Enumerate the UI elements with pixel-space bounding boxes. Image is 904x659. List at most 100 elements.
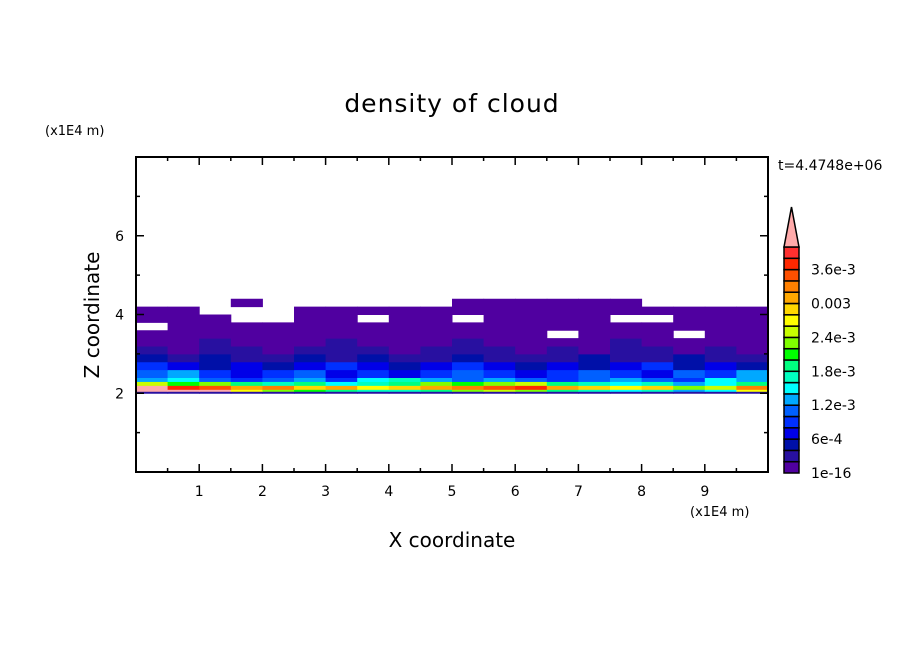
- heatmap-cell: [515, 385, 548, 390]
- heatmap-cell: [578, 346, 611, 355]
- heatmap-cell: [136, 369, 169, 378]
- heatmap-cell: [515, 389, 548, 392]
- heatmap-cell: [357, 346, 390, 355]
- heatmap-cell: [546, 381, 579, 386]
- colorbar-swatch: [783, 427, 800, 440]
- heatmap-cell: [325, 389, 358, 392]
- heatmap-cell: [704, 322, 737, 331]
- heatmap-cell: [325, 391, 358, 394]
- heatmap-cell: [515, 330, 548, 339]
- heatmap-cell: [420, 330, 453, 339]
- colorbar-overflow-triangle: [783, 206, 800, 248]
- x-tick-label: 2: [258, 484, 267, 500]
- heatmap-cell: [546, 314, 579, 323]
- heatmap-cell: [673, 381, 706, 386]
- colorbar-swatch: [783, 325, 800, 339]
- heatmap-cell: [388, 391, 421, 394]
- heatmap-cell: [610, 322, 643, 331]
- heatmap-cell: [578, 391, 611, 394]
- colorbar-swatch: [783, 449, 800, 463]
- heatmap-cell: [515, 353, 548, 363]
- heatmap-cell: [546, 306, 579, 315]
- y-tick-label: 6: [115, 229, 124, 245]
- heatmap-cell: [262, 353, 295, 363]
- heatmap-cell: [199, 314, 232, 323]
- heatmap-cell: [294, 346, 327, 355]
- y-tick-label: 2: [115, 386, 124, 402]
- heatmap-cell: [673, 389, 706, 392]
- colorbar-swatch: [783, 370, 800, 384]
- heatmap-cell: [357, 391, 390, 394]
- heatmap-cell: [420, 314, 453, 323]
- heatmap-cell: [357, 353, 390, 363]
- heatmap-cell: [262, 385, 295, 390]
- x-axis-label: X coordinate: [389, 528, 516, 552]
- colorbar-swatch: [783, 302, 800, 316]
- heatmap-cell: [136, 338, 169, 347]
- heatmap-cell: [357, 377, 390, 382]
- heatmap-cell: [515, 338, 548, 347]
- heatmap-cell: [483, 391, 516, 394]
- heatmap-cell: [641, 322, 674, 331]
- heatmap-cell: [704, 346, 737, 355]
- heatmap-cell: [736, 385, 769, 390]
- heatmap-cell: [294, 389, 327, 392]
- colorbar-tick-label: 1.8e-3: [811, 364, 856, 380]
- heatmap-cell: [325, 330, 358, 339]
- heatmap-cell: [578, 389, 611, 392]
- heatmap-cell: [452, 298, 485, 308]
- heatmap-cell: [610, 385, 643, 390]
- heatmap-cell: [736, 361, 769, 371]
- heatmap-cell: [294, 314, 327, 323]
- heatmap-cell: [673, 361, 706, 371]
- heatmap-cell: [420, 346, 453, 355]
- heatmap-cell: [736, 369, 769, 378]
- x-tick-labels: 1 2 3 4 5 6 7 8 9: [195, 484, 710, 500]
- time-label: t=4.4748e+06: [778, 158, 882, 174]
- x-tick-label: 4: [384, 484, 393, 500]
- heatmap-cell: [610, 377, 643, 382]
- heatmap-cell: [167, 306, 200, 315]
- heatmap-cell: [167, 361, 200, 371]
- heatmap-cell: [262, 346, 295, 355]
- heatmap-cell: [546, 338, 579, 347]
- heatmap-cell: [641, 338, 674, 347]
- heatmap-cell: [641, 385, 674, 390]
- y-tick-labels: 2 4 6: [115, 229, 124, 403]
- heatmap-cell: [199, 369, 232, 378]
- heatmap-cell: [136, 385, 169, 390]
- heatmap-cell: [736, 306, 769, 315]
- colorbar-swatch: [783, 393, 800, 406]
- heatmap-cell: [610, 353, 643, 363]
- heatmap-cell: [578, 369, 611, 378]
- heatmap-cell: [578, 377, 611, 382]
- heatmap-cell: [167, 330, 200, 339]
- heatmap-cell: [199, 346, 232, 355]
- heatmap-cell: [294, 369, 327, 378]
- heatmap-cell: [230, 391, 263, 394]
- heatmap-cell: [736, 338, 769, 347]
- heatmap-cell: [136, 377, 169, 382]
- heatmap-cell: [483, 346, 516, 355]
- heatmap-cell: [452, 306, 485, 315]
- colorbar-swatch: [783, 359, 800, 373]
- heatmap-cells: [136, 298, 769, 394]
- heatmap-cell: [610, 338, 643, 347]
- heatmap-cell: [546, 389, 579, 392]
- heatmap-cell: [325, 322, 358, 331]
- heatmap-cell: [230, 322, 263, 331]
- colorbar-tick-label: 3.6e-3: [811, 263, 856, 279]
- heatmap-cell: [294, 306, 327, 315]
- heatmap-cell: [136, 381, 169, 386]
- heatmap-cell: [136, 361, 169, 371]
- heatmap-cell: [704, 306, 737, 315]
- heatmap-cell: [546, 353, 579, 363]
- heatmap-cell: [325, 306, 358, 315]
- heatmap-cell: [388, 385, 421, 390]
- heatmap-cell: [673, 346, 706, 355]
- heatmap-cell: [515, 377, 548, 382]
- heatmap-cell: [262, 389, 295, 392]
- heatmap-cell: [420, 389, 453, 392]
- heatmap-cell: [641, 389, 674, 392]
- heatmap-cell: [736, 330, 769, 339]
